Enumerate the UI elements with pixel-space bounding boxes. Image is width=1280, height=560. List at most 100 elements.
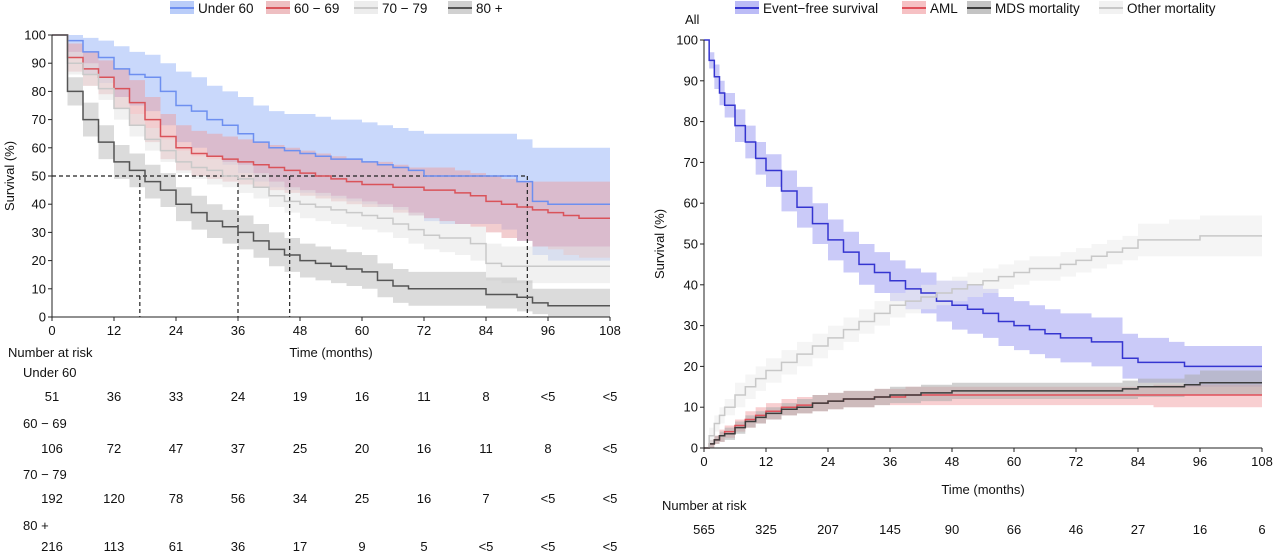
x-tick-label: 84 [1131,454,1145,469]
chart-title: All [685,12,700,27]
ci-band-60-69 [52,35,610,258]
risk-value: <5 [479,539,494,554]
y-tick-label: 100 [24,28,46,43]
risk-value: 78 [169,491,183,506]
x-tick-label: 96 [1193,454,1207,469]
risk-value: 192 [41,491,63,506]
y-axis-title: Survival (%) [652,209,667,279]
chart-left: 0 12 24 36 48 60 72 84 96 108 0 10 20 30 40 50 60 70 80 90 1… [2,1,621,554]
legend-label-60-69: 60 − 69 [294,1,339,16]
y-tick-label: 30 [684,318,698,333]
risk-value: 61 [169,539,183,554]
x-tick-label: 12 [107,323,121,338]
risk-value: 120 [103,491,125,506]
risk-value: 5 [420,539,427,554]
ci-band-70-79 [52,35,610,284]
y-tick-label: 20 [684,359,698,374]
risk-value: 90 [945,522,959,537]
y-tick-label: 60 [684,196,698,211]
ci-band-other-mortality [704,215,1262,448]
risk-value: 8 [544,441,551,456]
ci-band-event-free-survival [704,40,1262,387]
x-axis-title: Time (months) [941,482,1024,497]
risk-value: <5 [603,491,618,506]
chart-right: 0 12 24 36 48 60 72 84 96 108 0 10 20 30 40 50 60 70 80 90 1… [652,1,1273,537]
x-tick-label: 48 [945,454,959,469]
ci-band-80 [52,35,610,317]
risk-value: 16 [355,389,369,404]
y-tick-label: 90 [684,73,698,88]
risk-value: <5 [603,389,618,404]
risk-value: 7 [482,491,489,506]
x-tick-label: 36 [231,323,245,338]
risk-value: 47 [169,441,183,456]
x-tick-label: 24 [169,323,183,338]
y-tick-label: 70 [32,112,46,127]
risk-value: 19 [293,389,307,404]
risk-value: 16 [417,491,431,506]
risk-table-title: Number at risk [8,345,93,360]
risk-group-label: 60 − 69 [23,416,67,431]
risk-value: <5 [541,491,556,506]
risk-value: 6 [1258,522,1265,537]
risk-value: 46 [1069,522,1083,537]
risk-value: 36 [231,539,245,554]
y-tick-label: 60 [32,140,46,155]
y-tick-label: 0 [39,310,46,325]
risk-value: 9 [358,539,365,554]
y-tick-label: 30 [32,225,46,240]
x-tick-label: 84 [479,323,493,338]
x-tick-label: 60 [1007,454,1021,469]
x-tick-label: 0 [700,454,707,469]
risk-value: 17 [293,539,307,554]
risk-value: 113 [104,539,125,554]
legend-label-80: 80 + [476,1,503,16]
x-tick-label: 96 [541,323,555,338]
risk-value: 36 [107,389,121,404]
x-tick-label: 72 [417,323,431,338]
risk-value: 51 [45,389,59,404]
y-tick-label: 50 [32,169,46,184]
series-line-60-69 [52,34,610,220]
risk-value: <5 [541,539,556,554]
risk-value: 25 [355,491,369,506]
y-tick-label: 50 [684,237,698,252]
risk-value: 145 [879,522,901,537]
risk-value: 27 [1131,522,1145,537]
x-tick-label: 60 [355,323,369,338]
risk-value: <5 [541,389,556,404]
y-tick-label: 80 [684,114,698,129]
x-tick-label: 108 [1251,454,1273,469]
x-tick-label: 72 [1069,454,1083,469]
legend-label-70-79: 70 − 79 [382,1,427,16]
risk-value: 565 [693,522,715,537]
risk-value: 16 [417,441,431,456]
risk-value: 33 [169,389,183,404]
x-axis-title: Time (months) [289,345,372,360]
risk-value: 106 [41,441,63,456]
y-tick-label: 40 [32,197,46,212]
series-line-event-free-survival [704,39,1262,368]
y-tick-label: 70 [684,155,698,170]
risk-table-title: Number at risk [662,498,747,513]
risk-group-label: 70 − 79 [23,467,67,482]
risk-value: <5 [603,539,618,554]
y-tick-label: 80 [32,84,46,99]
legend-label-mds-mortality: MDS mortality [995,1,1080,16]
y-tick-label: 90 [32,56,46,71]
legend-label-aml: AML [930,1,958,16]
risk-value: 25 [293,441,307,456]
x-tick-label: 12 [759,454,773,469]
risk-value: 24 [231,389,245,404]
legend-label-event-free-survival: Event−free survival [763,1,878,16]
legend-label-under-60: Under 60 [198,1,254,16]
y-axis-title: Survival (%) [2,141,17,211]
risk-value: 66 [1007,522,1021,537]
y-tick-label: 40 [684,277,698,292]
risk-value: 56 [231,491,245,506]
risk-value: 216 [41,539,63,554]
x-tick-label: 108 [599,323,621,338]
series-line-mds-mortality [704,381,1262,449]
risk-value: 325 [755,522,777,537]
